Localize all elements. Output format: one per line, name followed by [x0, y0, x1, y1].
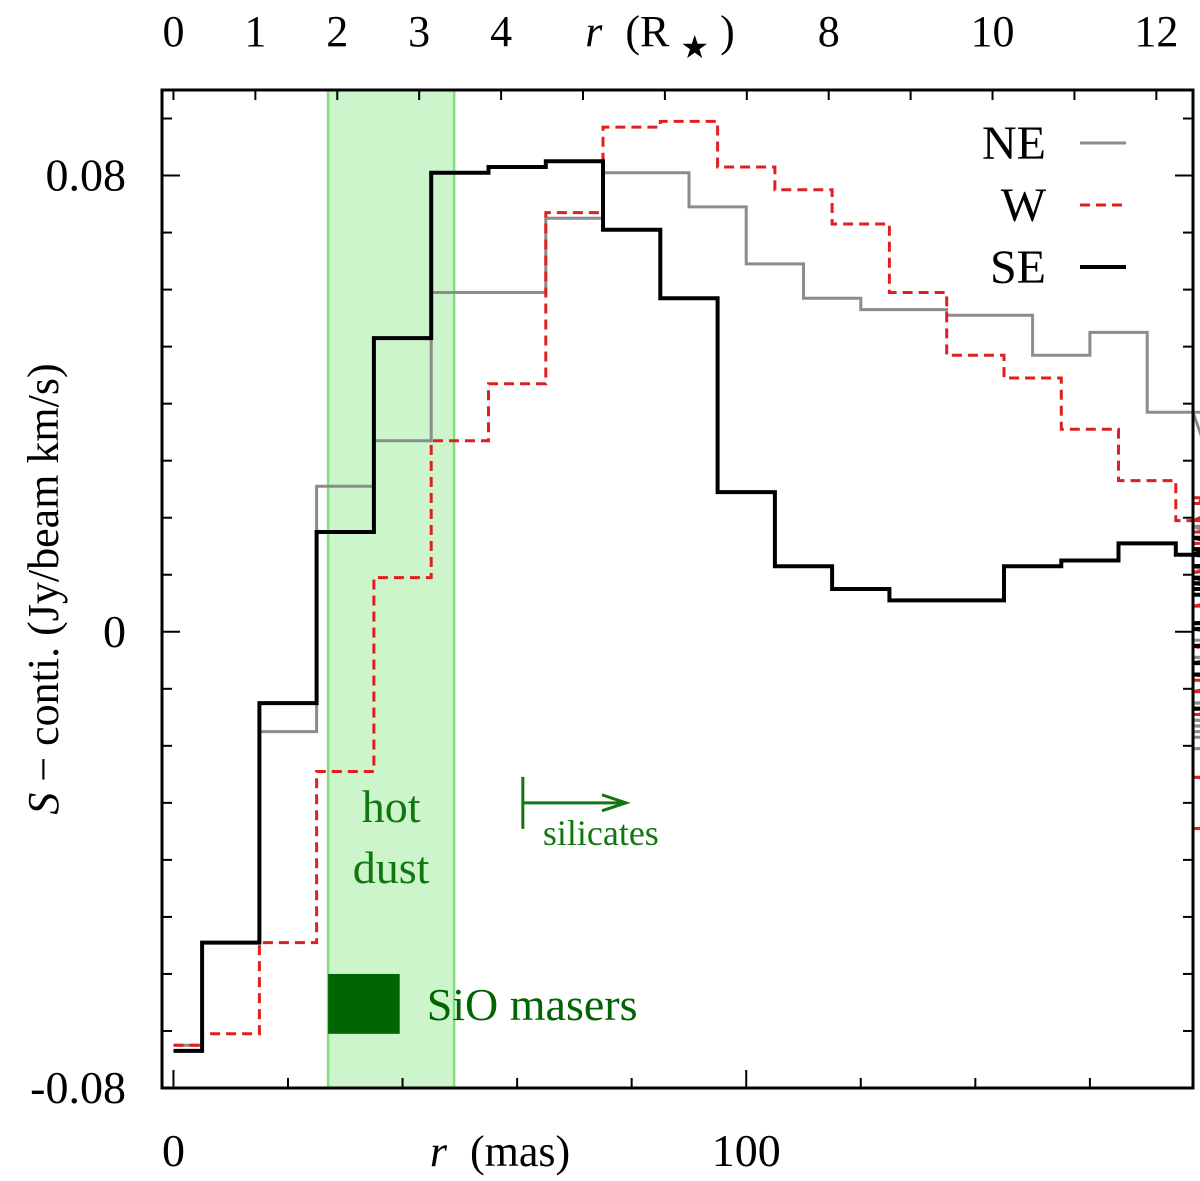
y-tick-label-0: 0.08: [46, 150, 127, 201]
y-axis-label-rest: − conti. (Jy/beam km/s): [19, 363, 68, 781]
top-axis-label-var: r: [585, 7, 603, 56]
top-axis-label-unit: (R: [625, 7, 670, 56]
legend-label-w: W: [1001, 179, 1047, 232]
x-axis-label-var: r: [430, 1127, 448, 1176]
hot-dust-label-line2: dust: [353, 842, 430, 893]
legend-label-ne: NE: [982, 117, 1046, 170]
sio-masers-marker: [328, 973, 400, 1034]
sio-masers-label: SiO masers: [427, 979, 638, 1030]
legend-label-se: SE: [990, 241, 1046, 294]
y-axis-label-var: S: [19, 793, 68, 815]
bottom-tick-label-0: 0: [162, 1125, 185, 1176]
hot-dust-label-line1: hot: [362, 781, 421, 832]
annotations: hot dust silicates SiO masers: [328, 776, 659, 1034]
top-tick-label-2: 2: [326, 7, 348, 56]
top-tick-label-1: 1: [244, 7, 266, 56]
top-tick-label-5: 8: [818, 7, 840, 56]
top-tick-label-6: 10: [971, 7, 1015, 56]
top-axis-label-close: ): [720, 7, 735, 56]
series-se: [173, 159, 1200, 1053]
y-axis-label: S − conti. (Jy/beam km/s): [19, 363, 68, 814]
x-axis-label-unit: (mas): [470, 1127, 570, 1176]
hot-dust-band-layer: [326, 90, 456, 1088]
silicates-arrow-head: [601, 793, 631, 813]
top-axis-label: r (R ★ ): [585, 7, 734, 68]
bottom-tick-label-1: 100: [712, 1125, 781, 1176]
top-axis-label-star: ★: [680, 29, 709, 65]
y-tick-label-2: -0.08: [30, 1062, 126, 1113]
top-tick-label-4: 4: [490, 7, 512, 56]
hot-dust-band: [328, 90, 455, 1088]
top-tick-label-0: 0: [162, 7, 184, 56]
top-tick-label-7: 12: [1134, 7, 1178, 56]
silicates-label: silicates: [543, 813, 659, 853]
legend: NE W SE: [982, 117, 1126, 294]
x-axis-label: r (mas): [430, 1127, 570, 1176]
series-ne: [173, 171, 1200, 1047]
top-tick-label-3: 3: [408, 7, 430, 56]
plot-frame: [160, 88, 1195, 1090]
y-tick-label-1: 0: [103, 606, 126, 657]
